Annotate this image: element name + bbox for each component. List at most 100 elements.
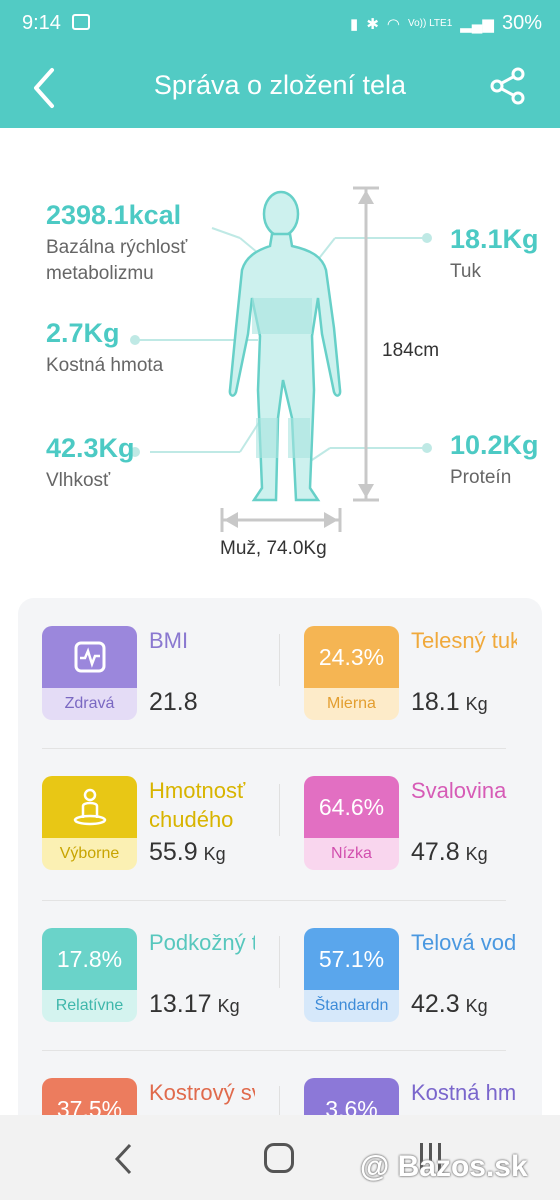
height-label: 184cm [382, 340, 440, 361]
column-divider [279, 936, 280, 988]
watermark: @ Bazos.sk [360, 1150, 528, 1183]
fat-label: Tuk [450, 261, 481, 282]
metric-value: 18.1 [411, 688, 460, 716]
protein-label: Proteín [450, 467, 512, 488]
metric-unit: Kg [217, 996, 240, 1016]
body-diagram-lines [130, 186, 432, 532]
badge-top: 57.1% [304, 928, 399, 990]
status-bar: 9:14 ▮ ✱ ◠ Vo)) LTE1 ▂▄▆ 30% [0, 0, 560, 48]
badge-top: 64.6% [304, 776, 399, 838]
badge-top [42, 776, 137, 838]
metric-badge: Zdravá [42, 626, 137, 720]
bmr-label-line2: metabolizmu [46, 263, 154, 284]
metric-name: Hmotnosť chudého tela [149, 778, 246, 832]
protein-stat: 10.2Kg Proteín [450, 430, 539, 491]
badge-top: 17.8% [42, 928, 137, 990]
moisture-value: 42.3Kg [46, 433, 135, 463]
metric-value: 55.9 [149, 838, 198, 866]
column-divider [279, 784, 280, 836]
metric-value-wrap: 21.8 [149, 688, 204, 717]
person-meditate-icon [73, 788, 106, 826]
badge-status-label: Zdravá [42, 688, 137, 720]
metric-badge: 24.3% Mierna [304, 626, 399, 720]
badge-status-label: Relatívne [42, 990, 137, 1022]
metric-unit: Kg [465, 844, 488, 864]
metric-name: Svalovina [411, 778, 507, 803]
column-divider [279, 634, 280, 686]
bmr-value: 2398.1kcal [46, 200, 182, 230]
nav-recents-button[interactable] [420, 1143, 450, 1173]
metric-unit: Kg [465, 694, 488, 714]
network-label: Vo)) LTE1 [407, 18, 453, 29]
metric-card[interactable]: 57.1% Štandardn Telová voda 42.3 Kg [280, 928, 540, 1028]
body-composition-diagram: 2398.1kcal Bazálna rýchlosť metabolizmu … [0, 128, 560, 598]
metric-badge: Výborne [42, 776, 137, 870]
gender-weight-label: Muž, 74.0Kg [220, 538, 327, 559]
wifi-icon: ◠ [386, 15, 400, 33]
metric-value: 42.3 [411, 990, 460, 1018]
metric-value: 21.8 [149, 688, 198, 716]
badge-top [42, 626, 137, 688]
bone-mass-value: 2.7Kg [46, 318, 120, 348]
badge-status-label: Nízka [304, 838, 399, 870]
share-icon[interactable] [488, 66, 528, 106]
metric-badge: 17.8% Relatívne [42, 928, 137, 1022]
fat-value: 18.1Kg [450, 224, 539, 254]
badge-status-label: Výborne [42, 838, 137, 870]
protein-value: 10.2Kg [450, 430, 539, 460]
metrics-card-panel[interactable]: Zdravá BMI 21.8 24.3% Mierna Telesný tuk 18.1 K… [18, 598, 542, 1138]
metric-name: BMI [149, 628, 189, 653]
metric-badge: 57.1% Štandardn [304, 928, 399, 1022]
metric-value-wrap: 55.9 Kg [149, 838, 226, 867]
battery-percent: 30% [501, 12, 542, 34]
bmr-stat: 2398.1kcal Bazálna rýchlosť metabolizmu [46, 200, 187, 287]
human-body-icon [228, 190, 342, 502]
metric-value-wrap: 42.3 Kg [411, 990, 488, 1019]
metric-name: Podkožný tuk [149, 930, 255, 955]
metrics-row: Zdravá BMI 21.8 24.3% Mierna Telesný tuk 18.1 K… [18, 598, 542, 748]
nav-back-button[interactable] [112, 1141, 136, 1177]
badge-top: 24.3% [304, 626, 399, 688]
page-title: Správa o zložení tela [153, 70, 407, 100]
metric-card[interactable]: 24.3% Mierna Telesný tuk 18.1 Kg [280, 626, 540, 726]
metric-value-wrap: 13.17 Kg [149, 990, 240, 1019]
badge-status-label: Mierna [304, 688, 399, 720]
row-divider [42, 1050, 506, 1051]
row-divider [42, 900, 506, 901]
system-nav-bar [0, 1115, 560, 1200]
bone-mass-label: Kostná hmota [46, 355, 164, 376]
heart-monitor-icon [74, 641, 105, 673]
metric-value: 13.17 [149, 990, 212, 1018]
back-button[interactable] [30, 66, 60, 110]
status-time: 9:14 [22, 12, 61, 34]
metric-value-wrap: 47.8 Kg [411, 838, 488, 867]
metric-name: Telová voda [411, 930, 517, 955]
bluetooth-icon: ✱ [366, 15, 379, 33]
metric-value: 47.8 [411, 838, 460, 866]
signal-icon: ▂▄▆ [460, 15, 494, 33]
badge-status-label: Štandardn [304, 990, 399, 1022]
battery-saver-icon: ▮ [350, 15, 359, 33]
metric-value-wrap: 18.1 Kg [411, 688, 488, 717]
bmr-label-line1: Bazálna rýchlosť [46, 237, 188, 258]
column-divider [279, 1086, 280, 1138]
metric-card[interactable]: Výborne Hmotnosť chudého tela 55.9Kg [18, 776, 278, 876]
metric-card[interactable]: Zdravá BMI 21.8 [18, 626, 278, 726]
metric-card[interactable]: 64.6% Nízka Svalovina 47.8 Kg [280, 776, 540, 876]
status-icons: ▮ ✱ ◠ Vo)) LTE1 ▂▄▆ 30% [350, 12, 542, 35]
bone-mass-stat: 2.7Kg Kostná hmota [46, 318, 163, 379]
metric-name: Telesný tuk [411, 628, 517, 653]
nav-home-button[interactable] [264, 1143, 294, 1173]
moisture-stat: 42.3Kg Vlhkosť [46, 433, 135, 494]
fat-stat: 18.1Kg Tuk [450, 224, 539, 285]
gallery-icon [72, 14, 90, 30]
metric-name: Kostrový sval [149, 1080, 255, 1105]
row-divider [42, 748, 506, 749]
metric-badge: 64.6% Nízka [304, 776, 399, 870]
moisture-label: Vlhkosť [46, 470, 111, 491]
metric-unit: Kg [203, 844, 226, 864]
metric-unit: Kg [465, 996, 488, 1016]
